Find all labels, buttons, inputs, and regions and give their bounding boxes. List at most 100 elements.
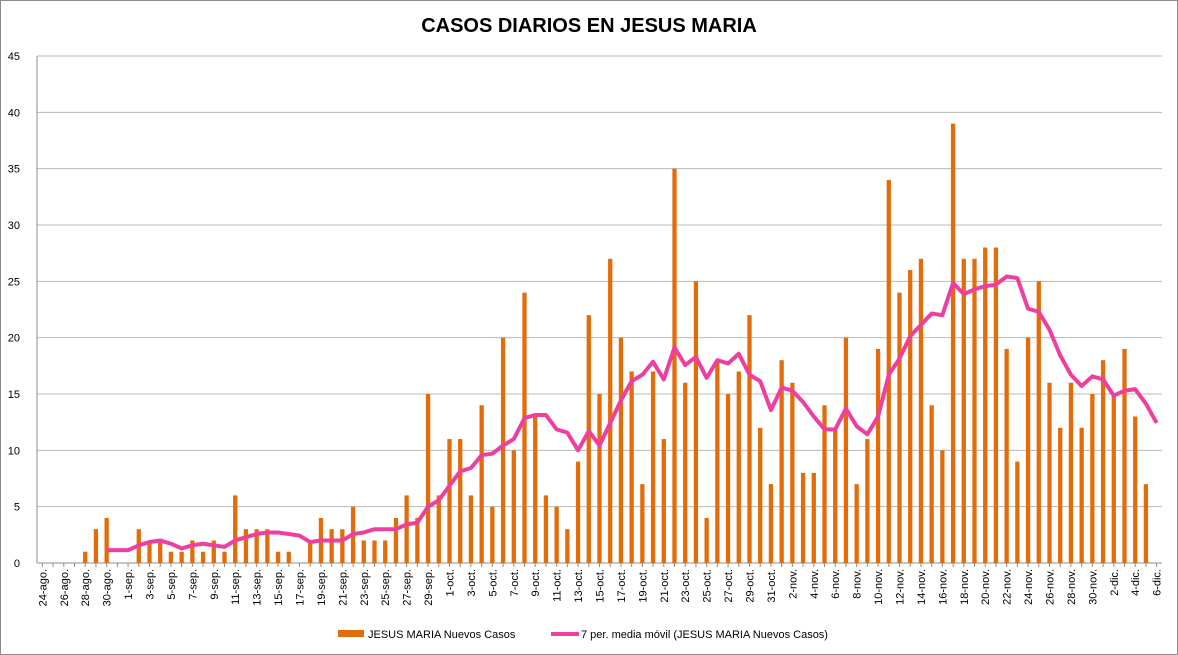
bar	[436, 495, 441, 563]
bar	[490, 506, 495, 563]
bar	[1047, 382, 1052, 563]
bar	[179, 551, 184, 563]
bar	[993, 247, 999, 564]
bar	[286, 551, 291, 563]
bar	[361, 540, 366, 563]
bar	[243, 529, 249, 563]
bar	[1090, 394, 1095, 563]
bar	[747, 315, 752, 563]
bar	[468, 495, 474, 563]
bar	[200, 551, 206, 563]
bar	[715, 360, 720, 563]
bar	[940, 450, 945, 563]
bar	[383, 540, 388, 563]
x-tick-label: 19-sep.	[316, 569, 328, 606]
x-tick-label: 19-oct.	[637, 569, 649, 603]
bar	[693, 281, 699, 563]
y-tick-label: 5	[14, 502, 20, 514]
x-tick-label: 24-ago.	[37, 569, 49, 606]
x-tick-label: 22-nov.	[1002, 569, 1014, 605]
bar	[554, 506, 559, 563]
x-tick-label: 16-nov.	[937, 569, 949, 605]
x-tick-label: 23-oct.	[680, 569, 692, 603]
bar	[104, 517, 109, 563]
bar	[1015, 461, 1020, 563]
x-tick-label: 6-nov.	[830, 569, 842, 599]
bar	[425, 394, 431, 563]
x-tick-label: 29-sep.	[423, 569, 435, 606]
x-tick-label: 3-oct.	[466, 569, 478, 597]
bar	[533, 416, 538, 563]
x-tick-label: 9-oct.	[530, 569, 542, 597]
bar	[640, 484, 645, 563]
bar	[918, 258, 924, 563]
bar	[800, 472, 806, 563]
bar	[1025, 337, 1031, 563]
x-tick-label: 27-sep.	[402, 569, 414, 606]
bar	[158, 540, 163, 563]
bar	[522, 292, 527, 563]
y-tick-label: 35	[8, 164, 20, 176]
bar	[372, 540, 377, 563]
x-tick-label: 21-oct.	[659, 569, 671, 603]
x-tick-label: 28-ago.	[80, 569, 92, 606]
x-tick-label: 1-sep.	[123, 569, 135, 600]
bar	[608, 258, 613, 563]
bar	[1079, 427, 1084, 563]
bar	[308, 540, 313, 563]
bar	[736, 371, 741, 563]
bar	[275, 551, 281, 563]
x-tick-label: 8-nov.	[852, 569, 864, 599]
x-tick-label: 23-sep.	[359, 569, 371, 606]
bar	[1036, 281, 1041, 563]
bar	[897, 292, 902, 563]
x-tick-label: 3-sep.	[145, 569, 157, 600]
bar	[1058, 427, 1063, 563]
bar	[929, 405, 934, 563]
bar	[950, 123, 956, 563]
y-tick-label: 0	[14, 558, 20, 570]
x-tick-label: 21-sep.	[337, 569, 349, 606]
bar	[661, 439, 666, 563]
bar	[222, 551, 227, 563]
bar	[972, 258, 977, 563]
bar	[254, 529, 259, 563]
bar	[1004, 348, 1009, 563]
x-tick-label: 2-nov.	[787, 569, 799, 599]
bar	[683, 382, 688, 563]
bar	[393, 517, 399, 563]
bar	[543, 495, 549, 563]
bar	[340, 529, 345, 563]
chart-title: CASOS DIARIOS EN JESUS MARIA	[421, 15, 757, 37]
bar	[843, 337, 849, 563]
x-tick-label: 6-dic.	[1152, 569, 1164, 596]
bar	[329, 529, 334, 563]
bar	[833, 427, 838, 563]
bar	[629, 371, 634, 563]
y-tick-label: 30	[8, 220, 20, 232]
bar	[768, 484, 774, 563]
bar	[983, 247, 988, 564]
x-tick-label: 5-sep.	[166, 569, 178, 600]
x-tick-label: 13-oct.	[573, 569, 585, 603]
x-tick-label: 30-nov.	[1087, 569, 1099, 605]
x-tick-label: 28-nov.	[1066, 569, 1078, 605]
bar	[758, 427, 763, 563]
x-tick-label: 24-nov.	[1023, 569, 1035, 605]
x-tick-label: 10-nov.	[873, 569, 885, 605]
bar	[811, 472, 816, 563]
legend-swatch	[338, 630, 364, 637]
bar	[1143, 484, 1149, 563]
bar	[704, 517, 709, 563]
bar	[1133, 416, 1138, 563]
bar	[147, 540, 152, 563]
x-tick-label: 4-dic.	[1130, 569, 1142, 596]
bar	[233, 495, 238, 563]
bar	[961, 258, 966, 563]
x-tick-label: 17-oct.	[616, 569, 628, 603]
x-tick-label: 30-ago.	[102, 569, 114, 606]
x-tick-label: 11-sep.	[230, 569, 242, 605]
bar	[575, 461, 581, 563]
x-tick-label: 11-oct.	[552, 569, 564, 602]
